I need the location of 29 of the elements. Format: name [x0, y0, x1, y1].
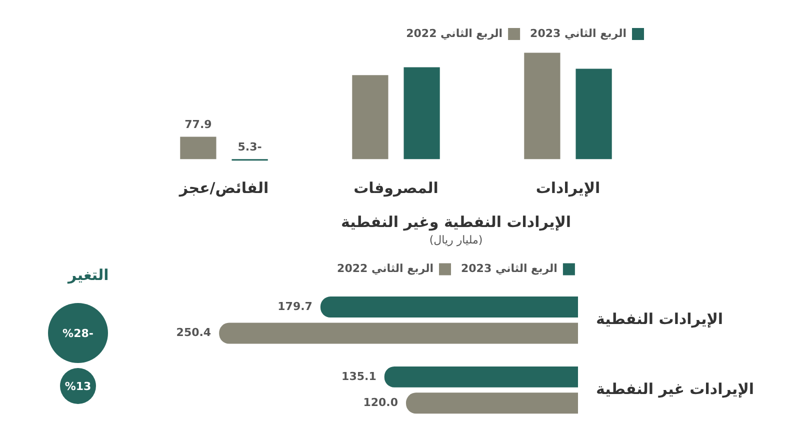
bar	[576, 68, 612, 160]
legend-label: الربع الثاني 2022	[406, 26, 503, 40]
data-label: 179.7	[278, 300, 312, 313]
bar	[180, 136, 216, 160]
y-tick-label: الإيرادات غير النفطية	[596, 380, 754, 398]
legend-label: الربع الثاني 2023	[460, 262, 558, 276]
bar	[352, 75, 388, 160]
data-label: 120.0	[363, 396, 398, 410]
text: التغير	[68, 266, 109, 284]
chart-title: الإيرادات النفطية وغير النفطية	[340, 212, 572, 231]
chart-subtitle: (مليار ريال)	[429, 233, 483, 246]
x-tick-label: المصروفات	[354, 178, 438, 197]
bar	[404, 67, 440, 160]
legend-label: الربع الثاني 2023	[530, 26, 626, 40]
bar	[384, 366, 578, 388]
data-label: 135.1	[342, 370, 376, 383]
x-tick-label: الإيرادات	[536, 178, 600, 197]
data-label: 250.4	[176, 326, 212, 340]
x-tick-label: الفائض/عجز	[178, 178, 269, 197]
data-label: 77.9	[184, 118, 212, 132]
bar	[320, 296, 578, 318]
circle-icon: %28-	[48, 303, 108, 363]
bar	[219, 322, 578, 344]
data-label: -5.3	[238, 140, 262, 154]
circle-icon: %13	[60, 368, 96, 404]
bar	[524, 52, 560, 160]
y-tick-label: الإيرادات النفطية	[596, 310, 724, 328]
legend-label: الربع الثاني 2022	[337, 262, 434, 276]
bar	[406, 392, 578, 414]
